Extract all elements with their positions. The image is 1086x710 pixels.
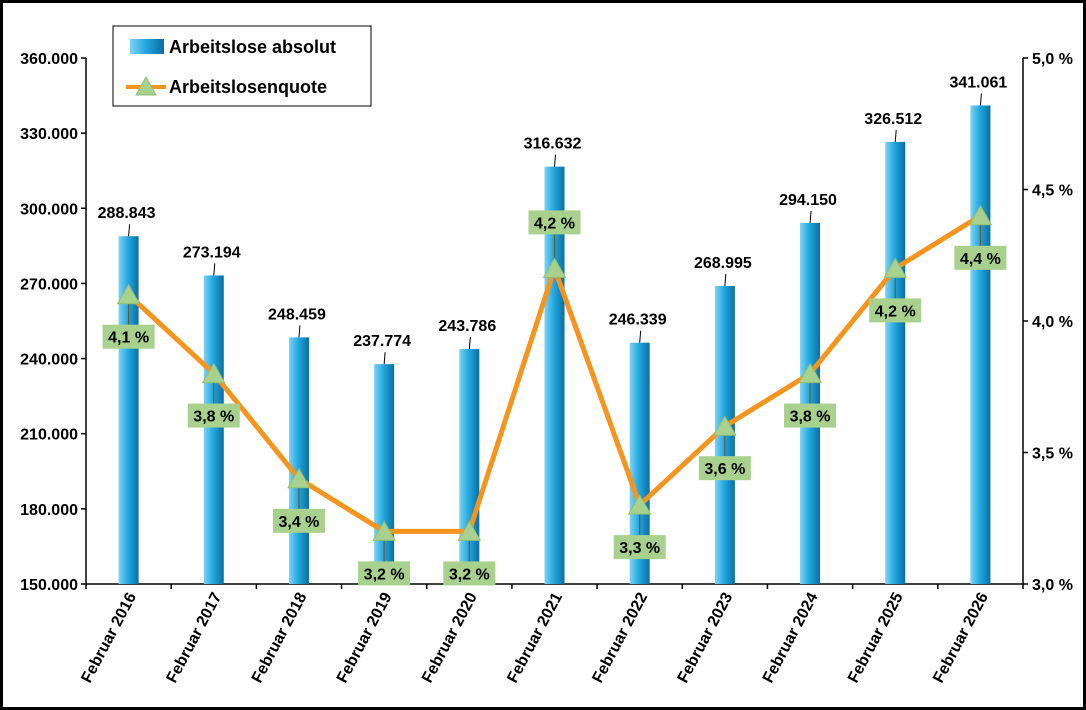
bar-4 xyxy=(459,349,480,584)
bar-value-label: 268.995 xyxy=(694,255,752,272)
quote-value-label: 3,2 % xyxy=(449,566,490,583)
bar-value-label: 273.194 xyxy=(183,244,241,261)
right-tick-label: 5,0 % xyxy=(1032,51,1073,68)
right-tick-label: 4,5 % xyxy=(1032,183,1073,200)
bar-2 xyxy=(288,337,309,584)
quote-label-box xyxy=(869,298,922,323)
x-category-label: Februar 2020 xyxy=(419,590,481,686)
quote-label-box xyxy=(187,403,240,428)
quote-value-label: 3,8 % xyxy=(193,409,234,426)
quote-value-label: 4,2 % xyxy=(875,303,916,320)
x-category-label: Februar 2016 xyxy=(78,590,140,686)
quote-marker-5 xyxy=(542,257,567,278)
quote-label-box xyxy=(102,324,155,349)
quote-marker-10 xyxy=(968,204,993,226)
bar-label-leader xyxy=(468,337,471,350)
left-tick-label: 330.000 xyxy=(20,126,78,143)
quote-value-label: 4,4 % xyxy=(960,251,1001,268)
bar-label-leader xyxy=(213,263,216,276)
left-tick-label: 360.000 xyxy=(20,51,78,68)
quote-value-label: 4,1 % xyxy=(108,330,149,347)
right-tick-label: 4,0 % xyxy=(1032,314,1073,331)
bar-6 xyxy=(629,342,650,584)
quote-marker-2 xyxy=(287,467,311,489)
quote-marker-7 xyxy=(712,415,737,436)
quote-marker-1 xyxy=(201,362,226,384)
x-category-label: Februar 2022 xyxy=(589,590,651,686)
bar-label-leader xyxy=(724,273,727,286)
bar-value-label: 294.150 xyxy=(779,192,837,209)
left-tick-label: 240.000 xyxy=(20,352,78,369)
right-tick-label: 3,5 % xyxy=(1032,446,1073,463)
x-category-label: Februar 2024 xyxy=(760,590,822,686)
legend-bar-swatch xyxy=(130,39,164,54)
quote-marker-8 xyxy=(798,362,822,384)
bar-value-label: 237.774 xyxy=(353,333,411,350)
quote-value-label: 3,3 % xyxy=(619,540,660,557)
right-tick-label: 3,0 % xyxy=(1032,577,1073,594)
quote-marker-9 xyxy=(883,257,908,278)
left-tick-label: 150.000 xyxy=(20,577,78,594)
bar-value-label: 326.512 xyxy=(864,111,922,128)
x-category-label: Februar 2017 xyxy=(164,590,226,686)
quote-label-box xyxy=(784,403,837,428)
bar-label-leader xyxy=(554,154,556,167)
x-category-label: Februar 2021 xyxy=(504,590,566,686)
left-tick-label: 300.000 xyxy=(20,201,78,218)
bar-value-label: 246.339 xyxy=(609,312,667,329)
quote-label-box xyxy=(272,508,325,533)
left-tick-label: 180.000 xyxy=(20,502,78,519)
bar-label-leader xyxy=(128,224,131,237)
quote-marker-0 xyxy=(116,283,141,305)
bar-label-leader xyxy=(298,325,301,338)
quote-label-box xyxy=(443,561,496,586)
x-category-label: Februar 2018 xyxy=(249,590,311,686)
quote-value-label: 3,2 % xyxy=(364,566,405,583)
bar-value-label: 341.061 xyxy=(949,74,1007,91)
quote-label-box xyxy=(358,561,411,586)
quote-label-box xyxy=(954,245,1007,270)
bar-value-label: 248.459 xyxy=(268,306,326,323)
left-tick-label: 270.000 xyxy=(20,276,78,293)
x-category-label: Februar 2023 xyxy=(675,590,737,686)
legend-triangle-marker xyxy=(135,75,157,96)
quote-value-label: 3,4 % xyxy=(278,514,319,531)
legend-label-quote: Arbeitslosenquote xyxy=(169,77,327,97)
bar-label-leader xyxy=(894,129,897,142)
legend: Arbeitslose absolut Arbeitslosenquote xyxy=(112,25,372,107)
bar-value-label: 243.786 xyxy=(438,318,496,335)
bar-label-leader xyxy=(809,210,812,223)
bar-value-label: 288.843 xyxy=(98,205,156,222)
x-category-label: Februar 2019 xyxy=(334,590,396,686)
quote-value-label: 3,6 % xyxy=(704,461,745,478)
bar-label-leader xyxy=(639,330,642,343)
bar-10 xyxy=(970,105,991,584)
x-category-label: Februar 2026 xyxy=(930,590,992,686)
left-tick-label: 210.000 xyxy=(20,427,78,444)
quote-value-label: 3,8 % xyxy=(790,409,831,426)
quote-value-label: 4,2 % xyxy=(534,215,575,232)
legend-label-absolut: Arbeitslose absolut xyxy=(169,37,336,57)
x-category-label: Februar 2025 xyxy=(845,590,907,686)
bar-label-leader xyxy=(383,352,386,365)
bar-0 xyxy=(118,236,139,585)
bar-1 xyxy=(203,275,224,584)
quote-marker-4 xyxy=(457,520,482,541)
bar-9 xyxy=(885,141,906,585)
bar-value-label: 316.632 xyxy=(524,136,582,153)
quote-label-box xyxy=(613,535,666,560)
quote-marker-6 xyxy=(627,494,652,515)
bar-label-leader xyxy=(979,93,982,106)
quote-label-box xyxy=(698,456,751,481)
quote-marker-3 xyxy=(372,520,397,541)
quote-label-box xyxy=(528,210,581,235)
